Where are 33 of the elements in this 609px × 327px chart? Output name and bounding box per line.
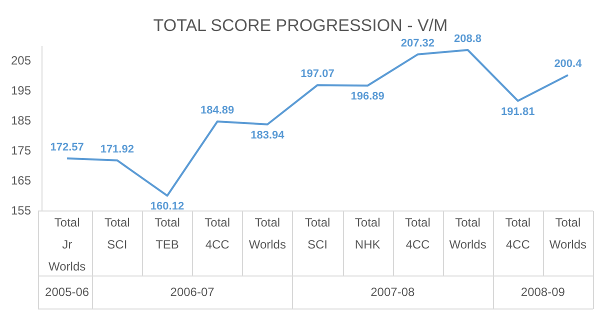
x-tick-label: Total 4CC (405, 215, 430, 252)
y-tick-label: 195 (10, 84, 32, 98)
y-tick-label: 175 (10, 143, 32, 158)
data-label: 196.89 (350, 90, 384, 103)
x-tick-label: Total Jr Worlds (48, 215, 86, 274)
chart-title: TOTAL SCORE PROGRESSION - V/M (153, 16, 448, 35)
y-tick-label: 155 (10, 203, 32, 218)
y-tick-label: 205 (10, 54, 32, 68)
y-tick-label: 165 (10, 173, 32, 188)
text: 2008-09 (520, 284, 566, 299)
x-tick-label: Total 4CC (204, 215, 230, 252)
data-label: 160.12 (150, 200, 184, 213)
data-label: 208.8 (454, 33, 482, 46)
data-label: 207.32 (400, 37, 435, 50)
text: 2006-07 (170, 284, 215, 299)
x-tick-label: Total TEB (154, 215, 180, 252)
x-tick-label: Total SCI (104, 215, 130, 252)
data-label: 183.94 (250, 129, 286, 142)
x-tick-label: Total SCI (304, 215, 330, 252)
data-label: 184.89 (200, 104, 234, 117)
x-tick-label: Total Worlds (449, 215, 486, 252)
text: 2005-06 (45, 284, 90, 299)
data-label: 171.92 (100, 143, 134, 156)
data-label: 197.07 (300, 68, 334, 80)
x-tick-label: Total NHK (354, 215, 380, 252)
y-tick-label: 185 (10, 114, 32, 128)
text: 2007-08 (370, 284, 415, 299)
x-tick-label: Total Worlds (549, 215, 587, 252)
x-tick-label: Total Worlds (248, 215, 286, 252)
data-label: 191.81 (501, 106, 535, 118)
x-tick-label: Total 4CC (505, 215, 531, 252)
data-label: 172.57 (50, 141, 84, 154)
data-label: 200.4 (554, 58, 583, 70)
